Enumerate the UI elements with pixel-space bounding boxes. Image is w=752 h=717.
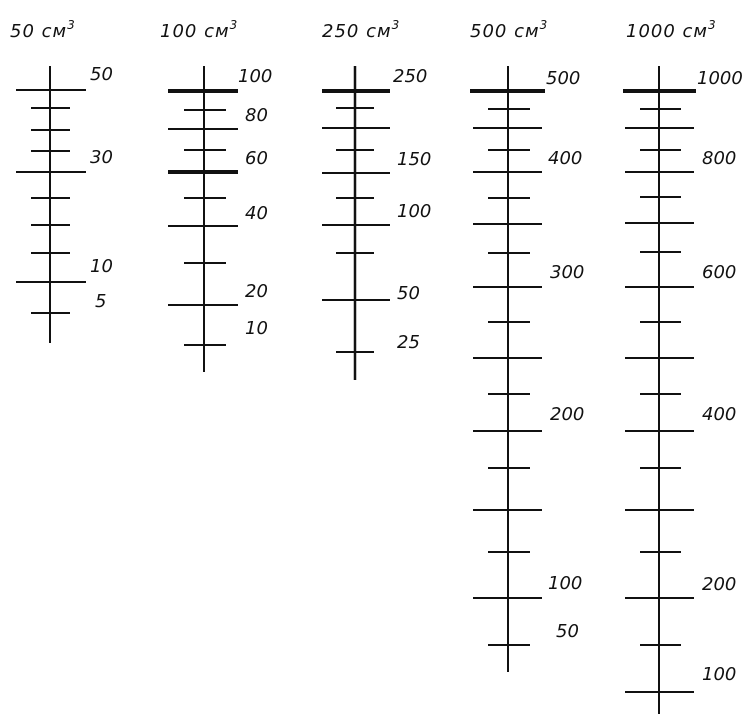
tick-label: 10 (245, 318, 268, 339)
cylinder-250: 250 см3 250 150 100 50 25 (322, 18, 431, 380)
cylinder-500: 500 см3 5 (470, 18, 584, 672)
tick-label: 60 (245, 148, 268, 169)
tick-label: 25 (397, 332, 420, 353)
tick-label: 500 (546, 68, 580, 89)
tick-label: 50 (556, 621, 579, 642)
cylinder-1000-title: 1000 см3 (626, 18, 717, 42)
cylinder-250-title: 250 см3 (322, 18, 400, 42)
tick-label: 20 (245, 281, 268, 302)
tick-label: 5 (95, 291, 106, 312)
cylinder-1000: 1000 см3 (623, 18, 743, 714)
tick-label: 10 (90, 256, 113, 277)
tick-label: 50 (90, 64, 113, 85)
cylinder-100: 100 см3 100 80 60 40 20 10 (160, 18, 272, 372)
tick-label: 100 (397, 201, 431, 222)
cylinder-50: 50 см3 50 30 10 5 (10, 18, 113, 343)
cylinder-500-title: 500 см3 (470, 18, 548, 42)
tick-label: 400 (548, 148, 582, 169)
tick-label: 200 (550, 404, 584, 425)
tick-label: 250 (393, 66, 427, 87)
tick-label: 100 (702, 664, 736, 685)
tick-label: 40 (245, 203, 268, 224)
tick-label: 100 (548, 573, 582, 594)
tick-label: 50 (397, 283, 420, 304)
tick-label: 800 (702, 148, 736, 169)
tick-label: 200 (702, 574, 736, 595)
tick-label: 150 (397, 149, 431, 170)
tick-label: 400 (702, 404, 736, 425)
tick-label: 80 (245, 105, 268, 126)
tick-label: 1000 (697, 68, 743, 89)
tick-label: 30 (90, 147, 113, 168)
cylinder-50-title: 50 см3 (10, 18, 76, 42)
tick-label: 600 (702, 262, 736, 283)
cylinder-100-title: 100 см3 (160, 18, 238, 42)
tick-label: 100 (238, 66, 272, 87)
tick-label: 300 (550, 262, 584, 283)
